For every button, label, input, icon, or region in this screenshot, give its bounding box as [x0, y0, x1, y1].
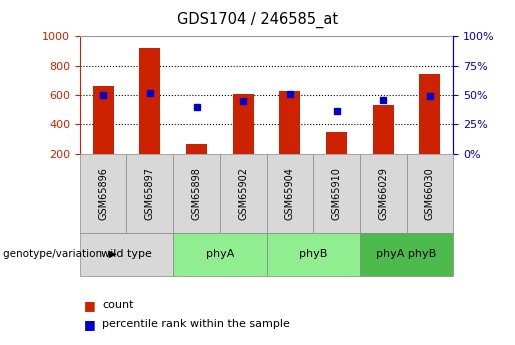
Text: GSM66030: GSM66030	[425, 167, 435, 219]
Bar	[93, 86, 114, 154]
Bar	[186, 144, 207, 154]
Bar	[419, 73, 440, 154]
Bar	[326, 131, 347, 154]
Text: GSM65896: GSM65896	[98, 167, 108, 220]
Text: phyA phyB: phyA phyB	[376, 249, 437, 259]
Text: wild type: wild type	[101, 249, 152, 259]
Text: ■: ■	[84, 318, 96, 331]
Text: GSM65898: GSM65898	[192, 167, 201, 220]
Bar	[279, 91, 300, 154]
Text: GSM65902: GSM65902	[238, 167, 248, 220]
Bar	[140, 48, 160, 154]
Text: GSM65910: GSM65910	[332, 167, 341, 220]
Bar	[233, 94, 254, 154]
Text: GDS1704 / 246585_at: GDS1704 / 246585_at	[177, 12, 338, 28]
Text: phyB: phyB	[299, 249, 328, 259]
Text: count: count	[102, 300, 133, 310]
Bar	[373, 105, 393, 154]
Text: GSM65897: GSM65897	[145, 167, 155, 220]
Text: GSM66029: GSM66029	[378, 167, 388, 220]
Text: phyA: phyA	[205, 249, 234, 259]
Text: percentile rank within the sample: percentile rank within the sample	[102, 319, 290, 329]
Text: genotype/variation  ▶: genotype/variation ▶	[3, 249, 116, 259]
Text: ■: ■	[84, 299, 96, 312]
Text: GSM65904: GSM65904	[285, 167, 295, 220]
